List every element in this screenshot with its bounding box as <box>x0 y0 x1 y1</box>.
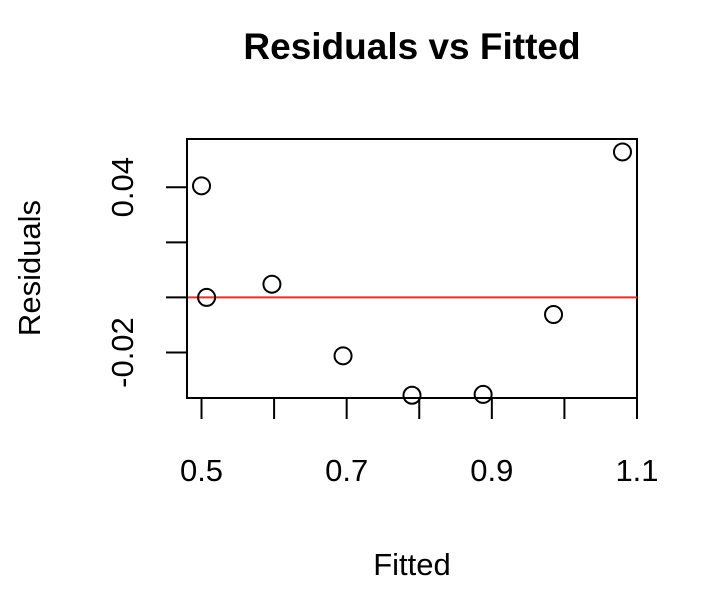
y-axis: -0.02 0.04 <box>105 157 188 388</box>
data-point <box>192 176 212 196</box>
x-tick-label: 0.9 <box>470 453 513 488</box>
y-tick-label: 0.04 <box>105 157 140 217</box>
y-tick-label: -0.02 <box>105 317 140 388</box>
chart-title: Residuals vs Fitted <box>243 26 580 67</box>
data-points <box>192 142 632 405</box>
plot-frame <box>186 138 638 399</box>
x-tick-label: 0.5 <box>180 453 223 488</box>
data-point <box>197 287 217 307</box>
x-tick-label: 1.1 <box>615 453 658 488</box>
data-point <box>333 346 353 366</box>
y-axis-label: Residuals <box>12 200 47 336</box>
x-tick-label: 0.7 <box>325 453 368 488</box>
data-point <box>612 142 632 162</box>
x-axis-label: Fitted <box>373 547 451 582</box>
data-point <box>402 385 422 405</box>
data-point <box>544 305 564 325</box>
data-point <box>262 274 282 294</box>
data-point <box>473 384 493 404</box>
x-axis: 0.5 0.7 0.9 1.1 <box>180 397 659 488</box>
